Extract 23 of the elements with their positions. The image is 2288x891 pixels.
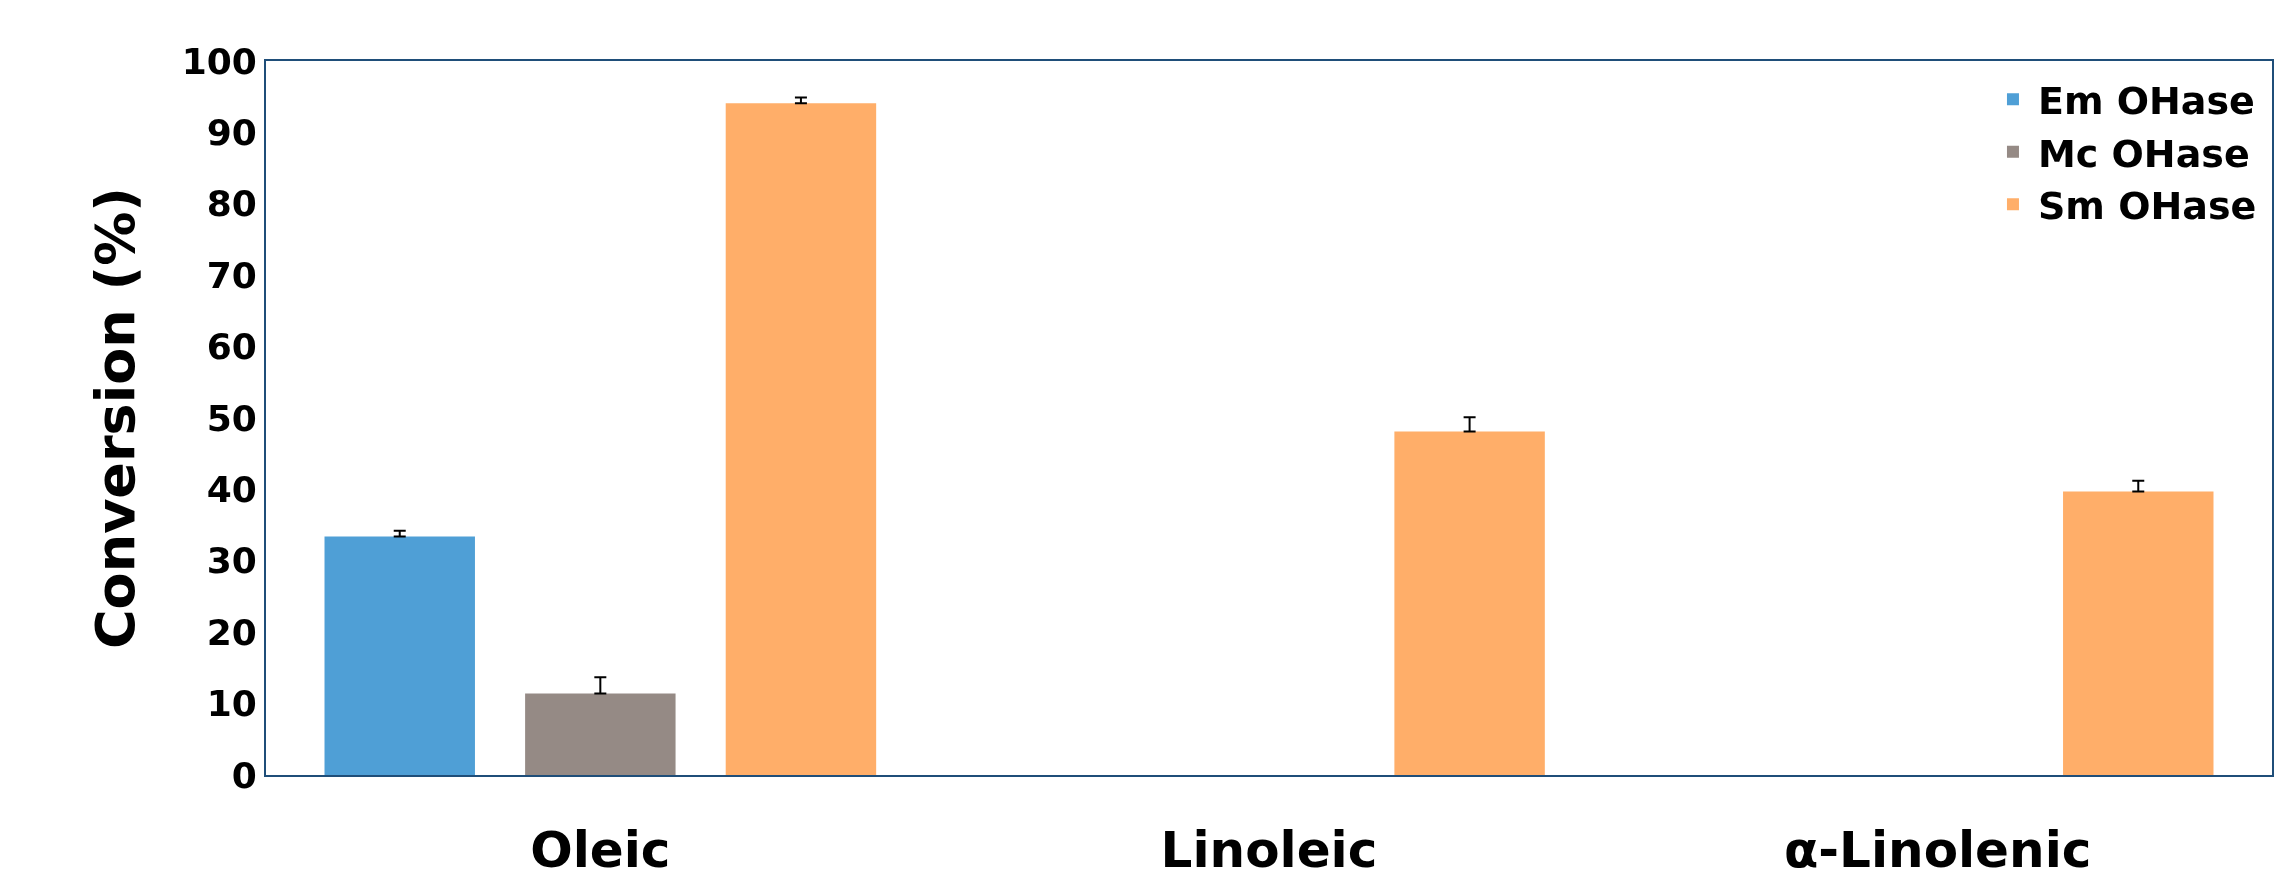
y-tick-label: 80 — [206, 183, 257, 225]
legend-label: Mc OHase — [2037, 131, 2250, 176]
x-tick-label: Linoleic — [1160, 821, 1378, 879]
bar — [1394, 431, 1545, 775]
bar — [725, 103, 877, 775]
x-tick-label: α-Linolenic — [1783, 821, 2092, 879]
bar — [525, 693, 676, 775]
y-tick-label: 0 — [231, 754, 257, 796]
legend-label: Sm OHase — [2037, 183, 2257, 228]
y-tick-label: 70 — [206, 254, 257, 296]
bar — [2063, 491, 2214, 775]
y-tick-label: 30 — [206, 540, 257, 582]
y-tick-label: 40 — [206, 469, 257, 510]
bar — [324, 536, 475, 775]
y-tick-label: 20 — [206, 611, 257, 653]
legend-label: Em OHase — [2037, 79, 2255, 124]
y-axis-title: Conversion (%) — [83, 186, 147, 650]
y-tick-label: 100 — [181, 40, 257, 82]
x-tick-label: Oleic — [530, 821, 671, 879]
y-tick-label: 10 — [206, 683, 257, 725]
y-tick-label: 50 — [206, 397, 257, 439]
y-tick-label: 90 — [206, 112, 257, 153]
y-tick-label: 60 — [206, 326, 257, 368]
